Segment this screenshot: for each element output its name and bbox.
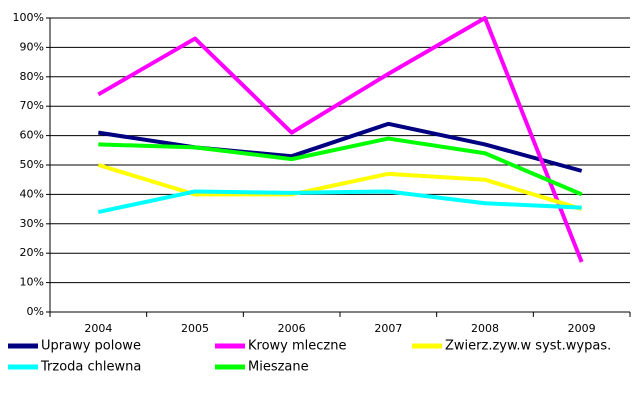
y-tick-label: 60% (20, 129, 44, 142)
legend-label: Trzoda chlewna (40, 360, 141, 375)
y-tick-label: 90% (20, 40, 44, 53)
y-tick-label: 20% (20, 246, 44, 259)
x-tick-label: 2007 (374, 322, 402, 335)
series-line (97, 189, 582, 214)
y-tick-label: 40% (20, 187, 44, 200)
series-line (98, 136, 583, 197)
x-tick-label: 2008 (471, 322, 499, 335)
series-line (97, 16, 584, 263)
x-tick-label: 2006 (278, 322, 306, 335)
y-tick-label: 50% (20, 158, 44, 171)
legend-label: Mieszane (248, 360, 309, 375)
y-tick-label: 10% (20, 276, 44, 289)
legend-label: Zwierz.zyw.w syst.wypas. (445, 339, 611, 354)
legend-label: Uprawy polowe (41, 339, 141, 354)
y-tick-label: 30% (20, 217, 44, 230)
y-tick-label: 80% (20, 70, 44, 83)
legend-label: Krowy mleczne (248, 339, 346, 354)
y-tick-label: 100% (13, 11, 44, 24)
x-tick-label: 2004 (84, 322, 112, 335)
y-tick-label: 70% (20, 99, 44, 112)
x-tick-label: 2005 (181, 322, 209, 335)
x-tick-label: 2009 (568, 322, 596, 335)
series-line (97, 163, 583, 212)
y-tick-label: 0% (27, 305, 44, 318)
